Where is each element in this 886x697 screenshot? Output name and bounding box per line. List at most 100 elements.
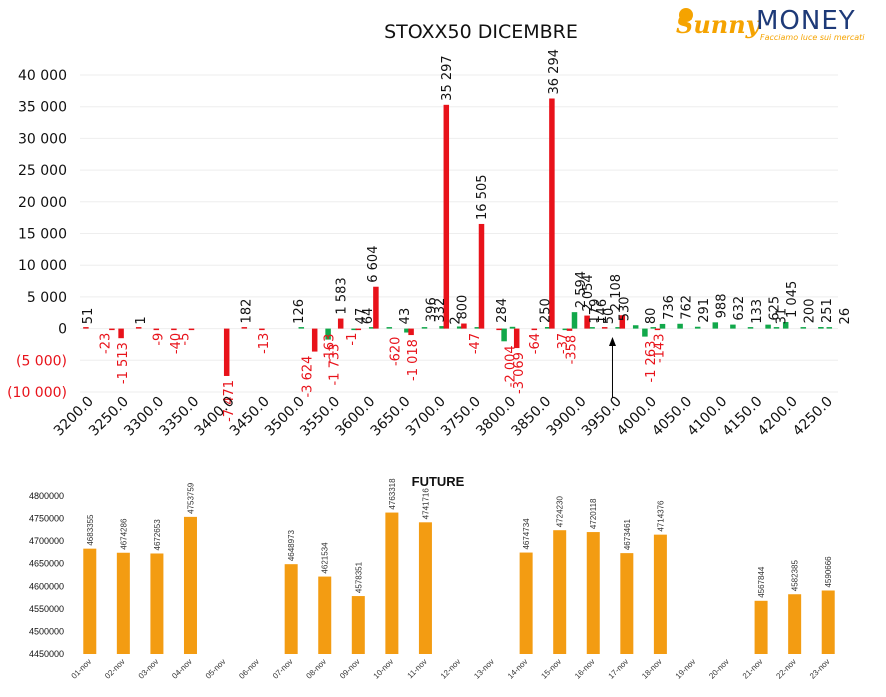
- future-bar: [183, 516, 197, 654]
- y-tick-label: 4700000: [29, 536, 64, 546]
- bar: [351, 328, 357, 331]
- bar: [456, 326, 463, 329]
- data-label: -5: [177, 333, 192, 346]
- future-bar: [821, 590, 835, 654]
- future-bar: [586, 532, 600, 654]
- data-label: 182: [239, 299, 254, 324]
- bottom-chart-x-axis: 01-nov 02-nov 03-nov 04-nov 05-nov 06-nov 07-n…: [70, 657, 832, 681]
- future-value-label: 4582385: [791, 560, 800, 592]
- bottom-chart-data-labels: 4683355 4674286 4672653 4753759 4648973 46215…: [86, 478, 833, 598]
- bar: [584, 315, 590, 329]
- data-label: -23: [99, 333, 114, 354]
- future-bar: [653, 534, 667, 654]
- y-tick-label: 0: [58, 322, 67, 338]
- bar: [501, 328, 507, 342]
- future-value-label: 4590666: [824, 556, 833, 588]
- bar: [109, 328, 115, 331]
- data-label: -2 004: [503, 345, 518, 387]
- data-label: -47: [468, 333, 483, 354]
- date-tick-label: 08-nov: [304, 657, 328, 681]
- date-tick-label: 12-nov: [439, 657, 463, 681]
- future-bar: [620, 553, 634, 654]
- bar: [311, 328, 318, 352]
- x-tick-label: 4250.0: [790, 394, 836, 440]
- date-tick-label: 18-nov: [640, 657, 664, 681]
- bar: [509, 326, 516, 329]
- data-label: -7 471: [222, 380, 237, 422]
- data-label: 43: [398, 308, 413, 325]
- date-tick-label: 23-nov: [808, 657, 832, 681]
- data-label: 1: [134, 316, 149, 324]
- y-tick-label: 4600000: [29, 581, 64, 591]
- bar: [408, 328, 414, 336]
- bar: [259, 328, 265, 331]
- bar: [730, 324, 736, 329]
- future-bar: [754, 600, 768, 654]
- data-label: 762: [679, 295, 694, 320]
- y-tick-label: 4750000: [29, 514, 64, 524]
- bar: [571, 312, 578, 329]
- future-value-label: 4683355: [86, 514, 95, 546]
- future-value-label: 4648973: [287, 529, 296, 561]
- bar: [439, 326, 445, 329]
- data-label: 2: [448, 316, 463, 324]
- future-value-label: 4567844: [757, 566, 766, 598]
- future-value-label: 4674286: [119, 518, 128, 550]
- bar: [615, 327, 621, 329]
- bar: [118, 328, 124, 339]
- y-tick-label: 20 000: [18, 195, 67, 211]
- date-tick-label: 09-nov: [338, 657, 362, 681]
- bar: [747, 327, 754, 329]
- bar: [355, 328, 362, 331]
- future-value-label: 4672653: [153, 519, 162, 551]
- bar: [135, 327, 142, 329]
- bar: [404, 328, 410, 333]
- future-value-label: 4621534: [321, 542, 330, 574]
- bar: [461, 323, 467, 329]
- data-label: 530: [617, 296, 632, 321]
- date-tick-label: 15-nov: [539, 657, 563, 681]
- date-tick-label: 06-nov: [237, 657, 261, 681]
- data-label: -1 018: [406, 339, 421, 381]
- bar: [298, 327, 305, 329]
- bar: [800, 327, 807, 329]
- date-tick-label: 04-nov: [170, 657, 194, 681]
- y-tick-label: 5 000: [27, 290, 67, 306]
- bottom-chart-bars: [83, 512, 835, 654]
- bottom-chart-title: FUTURE: [412, 474, 465, 489]
- data-label: 291: [697, 298, 712, 323]
- future-value-label: 4674734: [522, 518, 531, 550]
- future-value-label: 4714376: [656, 500, 665, 532]
- data-label: -1 733: [327, 344, 342, 386]
- data-label: 64: [361, 308, 376, 325]
- future-value-label: 4741716: [421, 488, 430, 520]
- y-tick-label: 15 000: [18, 227, 67, 243]
- future-value-label: 4578351: [354, 561, 363, 593]
- data-label: -3 624: [301, 356, 316, 398]
- bar: [642, 328, 648, 337]
- future-bar: [150, 553, 164, 654]
- data-label: 2 108: [609, 274, 624, 311]
- data-label: 6 604: [366, 246, 381, 283]
- data-label: 133: [750, 299, 765, 324]
- bar: [223, 328, 230, 376]
- sun-icon: [679, 8, 693, 22]
- bar: [818, 327, 824, 329]
- bar: [325, 328, 331, 340]
- bar: [589, 327, 595, 329]
- data-label: 26: [838, 308, 853, 325]
- date-tick-label: 21-nov: [741, 657, 765, 681]
- bar: [188, 328, 195, 331]
- future-bar: [553, 530, 567, 654]
- data-label: 35 297: [440, 55, 455, 101]
- date-tick-label: 03-nov: [137, 657, 161, 681]
- data-label: 800: [456, 295, 471, 320]
- bar: [153, 328, 160, 331]
- data-label: 36 294: [547, 49, 562, 95]
- data-label: -3 069: [512, 352, 527, 394]
- future-value-label: 4763318: [388, 478, 397, 510]
- data-label: -37: [556, 333, 571, 354]
- data-label: -620: [389, 337, 404, 367]
- data-label: -9: [151, 333, 166, 346]
